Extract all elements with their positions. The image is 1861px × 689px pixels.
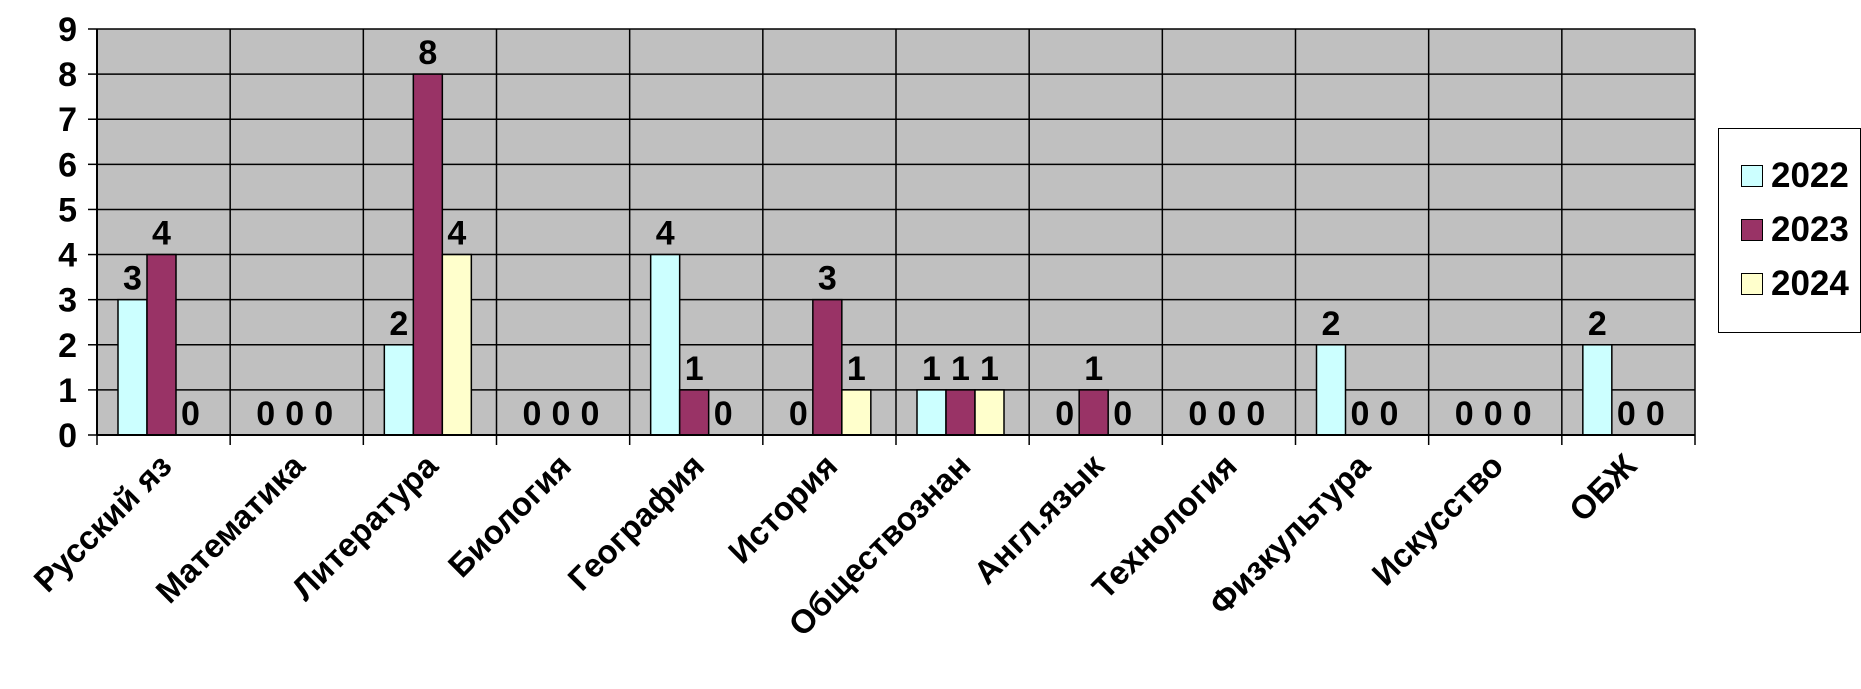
legend-label-2022: 2022 (1771, 156, 1849, 195)
bar-2022 (383, 344, 415, 436)
data-label: 0 (1055, 395, 1074, 433)
y-tick-label: 8 (58, 56, 77, 94)
data-label: 0 (523, 395, 542, 433)
data-label: 0 (1217, 395, 1236, 433)
data-label: 8 (418, 34, 437, 72)
data-label: 0 (714, 395, 733, 433)
x-tick-label: Биология (441, 447, 578, 584)
data-label: 0 (181, 395, 200, 433)
data-label: 4 (152, 215, 171, 253)
y-tick-label: 5 (58, 191, 77, 229)
y-tick-label: 1 (58, 372, 77, 410)
data-label: 0 (314, 395, 333, 433)
y-tick-label: 4 (58, 237, 77, 275)
axes (88, 28, 1696, 436)
bar-2024 (441, 253, 473, 436)
bar-2022 (916, 389, 947, 436)
x-tick-label: География (560, 447, 711, 598)
y-tick-label: 9 (58, 11, 77, 49)
bar-2023 (412, 73, 444, 436)
data-label: 3 (818, 260, 837, 298)
legend: 2022 2023 2024 (1718, 128, 1861, 333)
data-label: 1 (685, 350, 704, 388)
data-label: 0 (1484, 395, 1503, 433)
data-label: 1 (1084, 350, 1103, 388)
data-label: 2 (389, 305, 408, 343)
data-label: 0 (1455, 395, 1474, 433)
data-label: 1 (980, 350, 999, 388)
legend-swatch-2023 (1741, 219, 1763, 241)
data-label: 0 (1380, 395, 1399, 433)
x-tick-label: ОБЖ (1562, 447, 1644, 529)
data-label: 0 (1188, 395, 1207, 433)
y-tick-label: 6 (58, 146, 77, 184)
data-label: 0 (552, 395, 571, 433)
data-label: 3 (123, 260, 142, 298)
data-label: 0 (285, 395, 304, 433)
data-label: 0 (1617, 395, 1636, 433)
bar-2022 (1582, 344, 1613, 436)
bar-2023 (945, 389, 976, 436)
bar-2024 (974, 389, 1005, 436)
legend-swatch-2022 (1741, 165, 1763, 187)
legend-item-2023: 2023 (1741, 210, 1849, 249)
data-label: 1 (922, 350, 941, 388)
y-tick-label: 2 (58, 327, 77, 365)
bar-2022 (1315, 344, 1347, 436)
bar-2022 (649, 253, 681, 436)
bar-2023 (146, 253, 177, 436)
legend-label-2023: 2023 (1771, 210, 1849, 249)
bar-2023 (1078, 389, 1109, 436)
x-tick-label: История (721, 447, 845, 571)
data-label: 0 (256, 395, 275, 433)
data-label: 2 (1588, 305, 1607, 343)
data-label: 1 (951, 350, 970, 388)
data-label: 0 (1646, 395, 1665, 433)
bar-2023 (678, 389, 710, 436)
data-label: 0 (581, 395, 600, 433)
legend-item-2024: 2024 (1741, 264, 1849, 303)
bar-2022 (117, 298, 148, 436)
data-label: 0 (789, 395, 808, 433)
legend-label-2024: 2024 (1771, 264, 1849, 303)
bars (117, 73, 1613, 436)
bar-2024 (841, 389, 872, 436)
x-tick-label: Искусство (1365, 447, 1511, 593)
legend-swatch-2024 (1741, 273, 1763, 295)
data-label: 4 (656, 215, 675, 253)
y-tick-label: 7 (58, 101, 77, 139)
data-label: 0 (1351, 395, 1370, 433)
data-label: 0 (1113, 395, 1132, 433)
y-tick-labels: 0 1 2 3 4 5 6 7 8 9 (58, 11, 77, 455)
data-label: 4 (447, 215, 466, 253)
y-tick-label: 3 (58, 282, 77, 320)
y-tick-label: 0 (58, 417, 77, 455)
bar-2023 (812, 298, 843, 436)
data-label: 0 (1513, 395, 1532, 433)
data-label: 2 (1322, 305, 1341, 343)
data-label: 1 (847, 350, 866, 388)
x-tick-label: Англ.язык (966, 446, 1111, 591)
data-label: 0 (1246, 395, 1265, 433)
x-tick-labels: Русский язМатематикаЛитератураБиологияГе… (26, 446, 1643, 643)
legend-item-2022: 2022 (1741, 156, 1849, 195)
